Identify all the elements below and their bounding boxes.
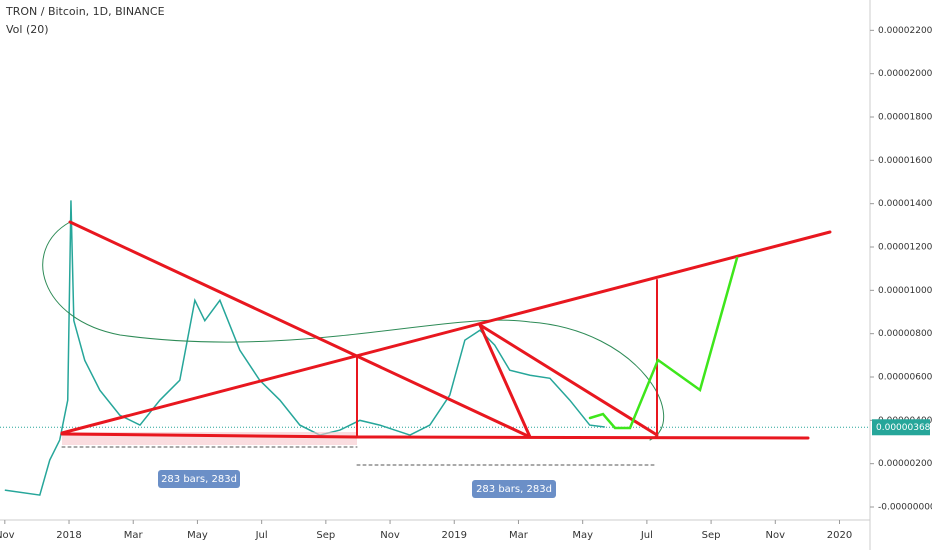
y-tick-label: -0.00000000 xyxy=(878,503,932,513)
y-tick-label: 0.00001000 xyxy=(878,286,932,296)
x-tick-label: Nov xyxy=(380,530,400,541)
range-label: 283 bars, 283d xyxy=(476,484,552,495)
y-tick-label: 0.00002200 xyxy=(878,26,932,36)
x-tick-label: Mar xyxy=(509,530,529,541)
x-tick-label: 2018 xyxy=(56,530,81,541)
y-tick-label: 0.00001800 xyxy=(878,113,932,123)
y-tick-label: 0.00000200 xyxy=(878,459,932,469)
y-tick-label: 0.00001600 xyxy=(878,156,932,166)
trend-line xyxy=(60,230,832,435)
x-tick-label: May xyxy=(187,530,208,541)
last-price-box xyxy=(872,419,930,436)
x-tick-label: Jul xyxy=(255,530,268,541)
y-tick-label: 0.00002000 xyxy=(878,69,932,79)
x-tick-label: Nov xyxy=(766,530,786,541)
x-tick-label: Mar xyxy=(124,530,144,541)
price-line xyxy=(4,200,605,496)
last-price-label: 0.00000368 xyxy=(876,423,931,433)
x-tick-label: 2020 xyxy=(827,530,852,541)
curve xyxy=(42,221,665,441)
x-tick-label: Sep xyxy=(316,530,335,541)
y-tick-label: 0.00000800 xyxy=(878,329,932,339)
y-tick-label: 0.00000600 xyxy=(878,373,932,383)
chart-title: TRON / Bitcoin, 1D, BINANCE xyxy=(5,5,165,18)
label-box xyxy=(472,480,556,498)
trend-line xyxy=(355,435,810,440)
trend-line xyxy=(478,323,532,439)
trend-line xyxy=(60,432,359,439)
y-tick-label: 0.00001200 xyxy=(878,243,932,253)
trend-line xyxy=(478,323,659,437)
x-tick-label: Nov xyxy=(0,530,15,541)
x-tick-label: Jul xyxy=(640,530,653,541)
x-tick-label: May xyxy=(572,530,593,541)
x-tick-label: Sep xyxy=(702,530,721,541)
y-tick-label: 0.00001400 xyxy=(878,199,932,209)
x-tick-label: 2019 xyxy=(442,530,467,541)
projection xyxy=(588,256,739,430)
plot-area xyxy=(0,200,870,496)
range-label: 283 bars, 283d xyxy=(161,474,237,485)
label-box xyxy=(158,470,240,488)
chart-subtitle: Vol (20) xyxy=(6,23,49,36)
drawings xyxy=(42,220,832,498)
trend-line xyxy=(68,220,532,439)
